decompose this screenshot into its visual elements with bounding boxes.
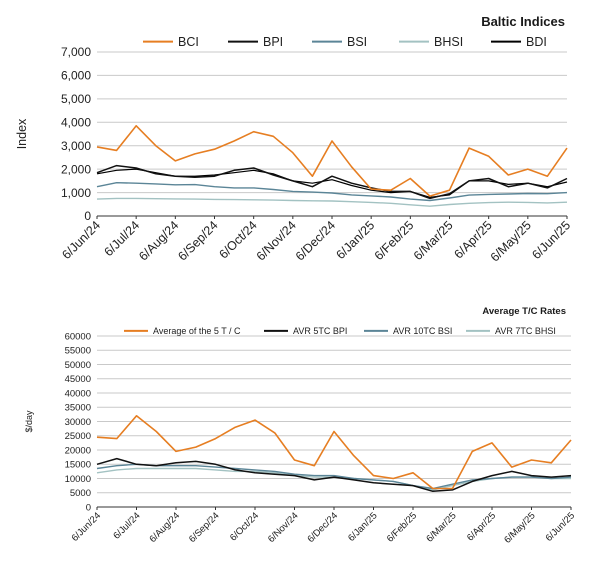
chart2-y-tick-label: 25000 [65, 431, 91, 442]
chart1-x-tick-label: 6/Dec/24 [293, 218, 338, 263]
chart2-x-tick-label: 6/Jun/25 [544, 510, 578, 544]
chart1-series-bpi [96, 164, 568, 200]
chart1-series-bci [96, 125, 568, 197]
chart1-legend-label: BHSI [434, 35, 463, 49]
chart2-x-tick-label: 6/May/25 [502, 510, 537, 545]
chart1-x-tick-label: 6/Feb/25 [372, 218, 417, 263]
chart2-y-tick-label: 5000 [70, 488, 91, 499]
chart1-legend-label: BDI [526, 35, 547, 49]
chart2-y-tick-label: 15000 [65, 460, 91, 471]
chart2-x-tick-label: 6/Apr/25 [465, 510, 498, 543]
chart1-x-tick-label: 6/Mar/25 [411, 218, 456, 263]
chart1-x-tick-label: 6/Jan/25 [333, 218, 377, 262]
chart2-y-tick-label: 40000 [65, 388, 91, 399]
chart1-x-tick-label: 6/May/25 [488, 218, 534, 264]
chart2-x-tick-label: 6/Jun/24 [70, 510, 104, 544]
chart2-y-tick-label: 35000 [65, 403, 91, 414]
chart2-title: Average T/C Rates [482, 306, 566, 317]
chart2-x-tick-label: 6/Sep/24 [187, 510, 222, 545]
chart2-y-tick-label: 0 [86, 502, 91, 513]
chart2-x-tick-label: 6/Jul/24 [111, 510, 142, 541]
chart1-x-tick-label: 6/Jun/25 [529, 218, 573, 262]
chart2-x-tick-label: 6/Dec/24 [305, 510, 340, 545]
chart1-x-tick-label: 6/Oct/24 [216, 218, 259, 261]
chart2-y-tick-label: 55000 [65, 346, 91, 357]
chart1-x-tick-label: 6/Sep/24 [175, 218, 220, 263]
chart2-x-tick-label: 6/Nov/24 [266, 510, 301, 545]
chart1-y-tick-label: 4,000 [61, 115, 91, 129]
chart2-y-tick-label: 45000 [65, 374, 91, 385]
chart2-y-tick-label: 20000 [65, 445, 91, 456]
chart1-y-tick-label: 1,000 [61, 186, 91, 200]
chart2-x-tick-label: 6/Oct/24 [228, 510, 261, 543]
chart1-series-bsi [96, 181, 568, 202]
chart1: Baltic Indices 0 1,000 2,000 3,000 4,000 5,000… [15, 14, 573, 264]
chart2-legend-label: Average of the 5 T / C [153, 326, 241, 336]
chart1-x-tick-label: 6/Nov/24 [254, 218, 299, 263]
chart1-x-tick-label: 6/Jun/24 [59, 218, 103, 262]
chart1-series-bhsi [96, 197, 568, 207]
chart2-legend-label: AVR 7TC BHSI [495, 326, 556, 336]
chart2-x-tick-label: 6/Mar/25 [424, 510, 458, 544]
chart2-series-avr-10tc-bsi [96, 463, 572, 490]
chart2-series-average-of-the-5-t-c [96, 414, 572, 490]
chart2-x-tick-label: 6/Jan/25 [346, 510, 380, 544]
chart2-legend-label: AVR 10TC BSI [393, 326, 452, 336]
chart1-y-tick-label: 6,000 [61, 69, 91, 83]
chart2-series-avr-7tc-bhsi [96, 467, 571, 491]
chart2-y-tick-label: 10000 [65, 474, 91, 485]
chart2: Average T/C Rates 0 5000 10000 15000 20000 250… [24, 306, 577, 546]
chart2-y-axis-label: $/day [24, 410, 34, 433]
chart1-y-axis-label: Index [15, 118, 29, 149]
chart1-y-tick-label: 5,000 [61, 92, 91, 106]
chart2-x-tick-label: 6/Feb/25 [385, 510, 419, 544]
chart1-y-tick-label: 0 [84, 209, 91, 223]
chart1-x-tick-label: 6/Aug/24 [136, 218, 181, 263]
chart1-y-tick-label: 7,000 [61, 45, 91, 59]
chart2-y-tick-label: 50000 [65, 360, 91, 371]
chart2-series-avr-5tc-bpi [96, 457, 572, 493]
chart2-y-tick-label: 30000 [65, 417, 91, 428]
chart1-legend-label: BPI [263, 35, 283, 49]
chart1-y-tick-label: 3,000 [61, 139, 91, 153]
chart1-y-tick-label: 2,000 [61, 162, 91, 176]
chart1-legend-label: BCI [178, 35, 199, 49]
chart2-y-tick-label: 60000 [65, 331, 91, 342]
chart1-legend-label: BSI [347, 35, 367, 49]
chart2-x-tick-label: 6/Aug/24 [147, 510, 182, 545]
chart1-title: Baltic Indices [481, 14, 565, 29]
chart2-legend-label: AVR 5TC BPI [293, 326, 347, 336]
